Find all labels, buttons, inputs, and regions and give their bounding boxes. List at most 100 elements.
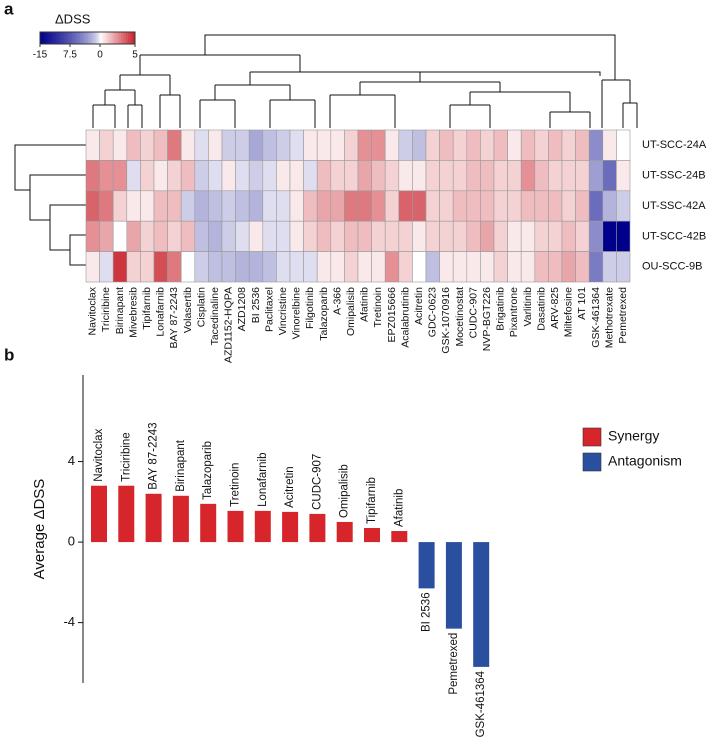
heatmap-cell xyxy=(208,160,223,192)
heatmap-cell xyxy=(384,251,400,283)
heatmap-cell xyxy=(140,129,155,161)
column-label: Pemetrexed xyxy=(617,287,629,344)
heatmap-cell xyxy=(398,190,413,222)
heatmap-cell xyxy=(344,220,359,252)
heatmap-cell xyxy=(85,129,100,161)
colorbar-segment xyxy=(107,32,110,44)
heatmap-cell xyxy=(439,220,454,252)
heatmap-cell xyxy=(384,129,400,161)
heatmap-cell xyxy=(548,190,563,222)
bar xyxy=(118,485,135,543)
bar xyxy=(145,493,162,543)
colorbar-segment xyxy=(109,32,113,44)
heatmap-cell xyxy=(371,160,386,192)
heatmap-cell xyxy=(180,160,196,192)
heatmap-cell xyxy=(357,220,372,252)
heatmap-cell xyxy=(357,251,372,283)
column-label: Methotrexate xyxy=(603,287,615,348)
y-tick-label: 0 xyxy=(68,534,75,549)
heatmap-cell xyxy=(357,190,372,222)
heatmap-cell xyxy=(112,160,128,192)
heatmap-cell xyxy=(602,190,617,222)
heatmap-cell xyxy=(153,251,168,283)
heatmap-cell xyxy=(616,160,631,192)
heatmap-cell xyxy=(235,160,250,192)
heatmap-cell xyxy=(520,220,536,252)
heatmap-cell xyxy=(248,251,264,283)
heatmap-cell xyxy=(316,160,332,192)
heatmap-cell xyxy=(208,129,223,161)
column-label: Vincristine xyxy=(277,287,289,335)
heatmap-cell xyxy=(602,251,617,283)
heatmap-cell xyxy=(357,160,372,192)
panel-label: a xyxy=(4,0,14,18)
column-label: Pixantrone xyxy=(508,287,520,337)
heatmap-cell xyxy=(180,190,196,222)
colorbar-segment xyxy=(123,32,127,44)
colorbar-segment xyxy=(72,32,74,44)
heatmap-cell xyxy=(588,251,604,283)
colorbar-frame xyxy=(39,31,136,45)
heatmap-cell xyxy=(412,220,427,252)
column-label: Varlitinib xyxy=(522,287,534,327)
column-label: Dasatinib xyxy=(535,287,547,331)
colorbar-segment xyxy=(128,32,131,44)
heatmap-cell xyxy=(548,129,563,161)
heatmap-cell xyxy=(575,190,590,222)
column-label: Mivebresib xyxy=(127,287,139,338)
heatmap-cell xyxy=(180,251,196,283)
column-label: Volasertib xyxy=(182,287,194,333)
heatmap-cell xyxy=(126,160,141,192)
heatmap-cell xyxy=(194,220,209,252)
colorbar-segment xyxy=(76,32,78,44)
colorbar-segment xyxy=(60,32,62,44)
heatmap-cell xyxy=(507,129,522,161)
colorbar-segment xyxy=(62,32,65,44)
heatmap-cell xyxy=(167,220,182,252)
heatmap-cell xyxy=(425,220,440,252)
heatmap-cell xyxy=(561,129,576,161)
category-label: Birinapant xyxy=(175,439,187,492)
heatmap-cell xyxy=(221,129,236,161)
heatmap-cell xyxy=(493,220,508,252)
heatmap-cell xyxy=(452,190,468,222)
colorbar-segment xyxy=(97,32,100,44)
heatmap-cell xyxy=(507,160,522,192)
heatmap-cell xyxy=(412,190,427,222)
heatmap-cell xyxy=(452,129,468,161)
column-label: Vinorelbine xyxy=(291,287,303,340)
heatmap-cell xyxy=(289,251,304,283)
heatmap-cell xyxy=(126,190,141,222)
heatmap-cell xyxy=(153,220,168,252)
heatmap-cell xyxy=(221,251,236,283)
heatmap-cell xyxy=(493,129,508,161)
bar xyxy=(445,542,462,629)
heatmap-cell xyxy=(194,190,209,222)
row-label: OU-SCC-9B xyxy=(642,261,703,273)
heatmap-cell xyxy=(439,129,454,161)
column-label: CUDC-907 xyxy=(467,287,479,339)
heatmap-cell xyxy=(140,251,155,283)
heatmap-cell xyxy=(616,220,631,252)
legend-swatch xyxy=(582,452,602,472)
colorbar-segment xyxy=(94,32,97,44)
column-label: Omipalisib xyxy=(345,287,357,336)
colorbar-segment xyxy=(52,32,54,44)
row-label: UT-SSC-42A xyxy=(642,200,706,212)
y-axis-label: Average ΔDSS xyxy=(31,479,48,580)
colorbar-segment xyxy=(118,32,122,44)
heatmap-cell xyxy=(99,190,114,222)
colorbar-segment xyxy=(81,32,84,44)
category-label: Acitretin xyxy=(284,466,296,508)
colorbar-segment xyxy=(85,32,88,44)
heatmap-cell xyxy=(575,160,590,192)
panel-label: b xyxy=(4,345,14,364)
bar xyxy=(418,542,435,589)
heatmap-cell xyxy=(384,160,400,192)
heatmap-cell xyxy=(153,190,168,222)
heatmap-cell xyxy=(507,190,522,222)
heatmap-cell xyxy=(248,190,264,222)
bar xyxy=(309,513,326,543)
bar xyxy=(391,531,408,543)
top-dendrogram xyxy=(92,34,638,128)
